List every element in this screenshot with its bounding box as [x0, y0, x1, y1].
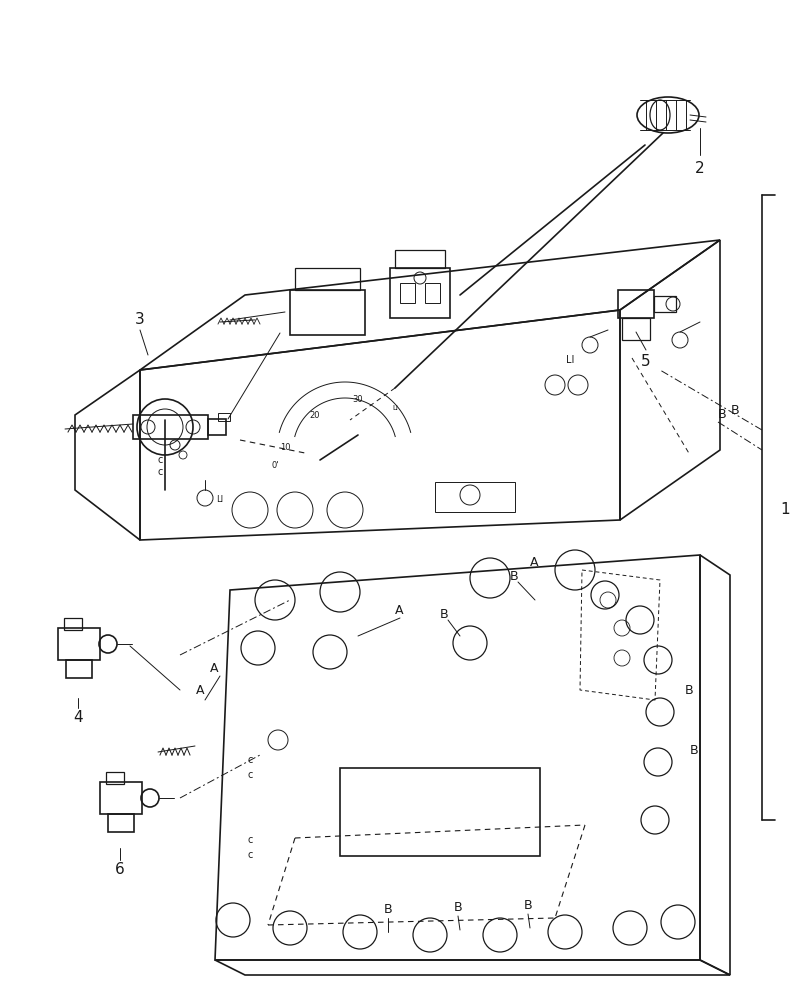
Text: A: A [195, 684, 204, 696]
Text: 20: 20 [309, 410, 320, 420]
Text: B: B [440, 607, 448, 620]
Text: B: B [684, 684, 693, 696]
Text: 3: 3 [135, 312, 144, 328]
Text: 0': 0' [271, 460, 278, 470]
Bar [108, 814, 134, 832]
Text: B: B [689, 744, 697, 756]
Bar [208, 419, 225, 435]
Text: B: B [384, 903, 392, 916]
Text: 30: 30 [352, 395, 363, 404]
Bar [424, 283, 440, 303]
Bar [621, 318, 649, 340]
Text: LI: LI [217, 495, 223, 504]
Bar [617, 290, 653, 318]
Text: 1: 1 [779, 502, 788, 518]
Bar [133, 415, 208, 439]
Bar [58, 628, 100, 660]
Text: c: c [247, 850, 252, 860]
Text: B: B [509, 570, 518, 582]
Text: 6: 6 [115, 862, 125, 877]
Text: 2: 2 [694, 161, 704, 176]
Text: B: B [523, 899, 532, 912]
Text: c: c [157, 467, 162, 477]
Text: B: B [453, 901, 461, 914]
Bar [389, 268, 449, 318]
Bar [394, 250, 444, 268]
Text: LI: LI [392, 405, 397, 411]
Bar [653, 296, 676, 312]
Bar [64, 618, 82, 630]
Bar [400, 283, 414, 303]
Text: c: c [157, 455, 162, 465]
Bar [106, 772, 124, 784]
Text: A: A [210, 662, 218, 674]
Bar [290, 290, 365, 335]
Bar [294, 268, 359, 290]
Bar [340, 768, 539, 856]
Text: 4: 4 [73, 710, 83, 726]
Text: c: c [247, 770, 252, 780]
Text: B: B [730, 403, 738, 416]
Bar [66, 660, 92, 678]
Bar [435, 482, 514, 512]
Bar [217, 413, 230, 421]
Text: LI: LI [565, 355, 573, 365]
Text: A: A [530, 556, 538, 568]
Text: c: c [247, 755, 252, 765]
Text: 10: 10 [280, 442, 290, 452]
Text: B: B [717, 408, 726, 422]
Text: 5: 5 [641, 355, 650, 369]
Text: A: A [394, 603, 403, 616]
Text: c: c [247, 835, 252, 845]
Bar [100, 782, 142, 814]
